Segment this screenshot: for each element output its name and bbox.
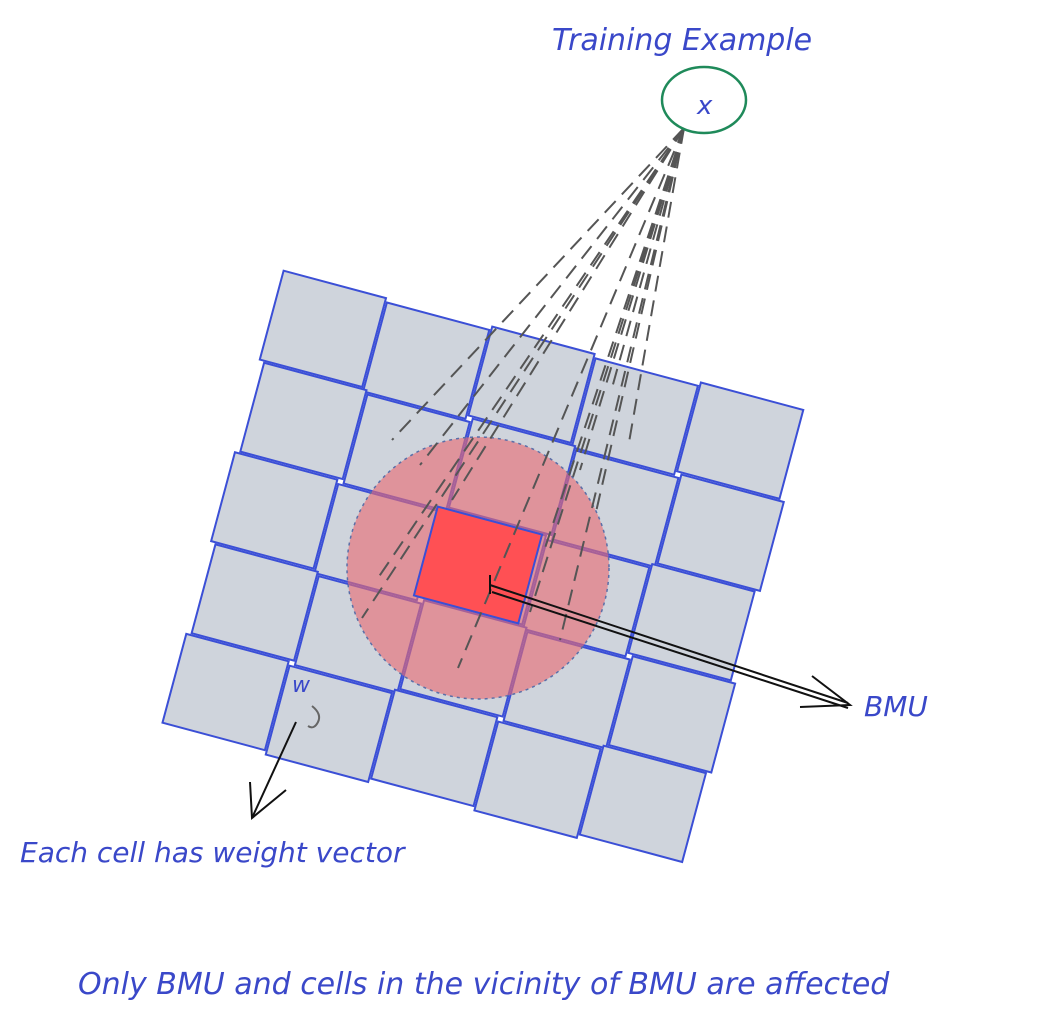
distance-line [419,127,685,466]
training-example-x-marker: x [696,91,713,121]
distance-line [627,127,685,449]
training-example-circle [660,65,748,135]
grid-cell [239,361,368,481]
grid-cell [190,543,320,662]
distance-line [377,127,685,579]
distance-lines [361,127,685,669]
distance-line [361,127,685,619]
weight-marker: w [292,673,311,698]
grid-cell [607,654,737,774]
grid-cell [258,269,388,389]
distance-line [579,127,685,471]
weight-vector-arrow [249,721,297,821]
distance-line [391,127,685,441]
grid-cell [161,632,290,752]
distance-line [559,127,685,641]
grid-cell [578,744,708,864]
distance-line [451,127,685,501]
grid-cell [361,301,491,421]
grid-cell [627,562,756,682]
grid-cell [656,473,786,593]
grid-cell [264,664,394,784]
distance-line [595,127,685,513]
grid-cell [473,720,602,840]
bmu-label: BMU [864,690,928,723]
training-example-label: Training Example [552,23,812,58]
distance-line [457,127,685,669]
grid-cell [209,451,339,570]
weight-bracket-icon [307,705,321,729]
distance-line [611,127,685,389]
weight-vector-label: Each cell has weight vector [20,836,406,869]
grid-cell [675,381,805,501]
grid-cell [369,688,499,808]
caption: Only BMU and cells in the vicinity of BM… [78,967,890,1002]
grid-cell [570,357,700,476]
bmu-arrow [489,575,853,709]
bmu-cell [412,505,544,625]
